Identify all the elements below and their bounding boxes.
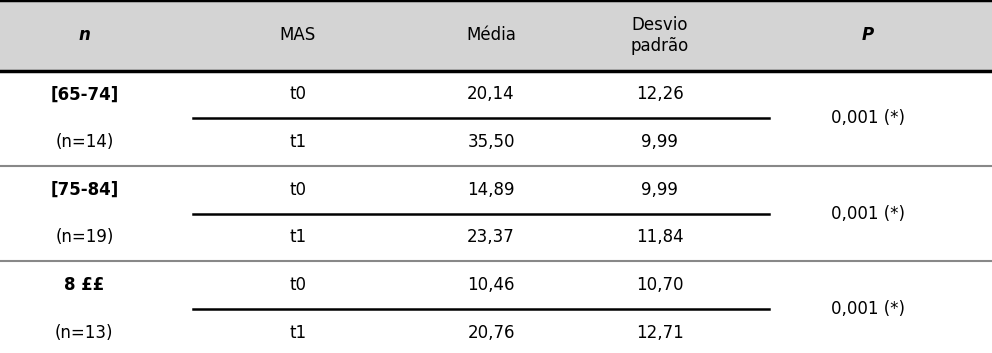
Text: 20,14: 20,14 [467, 85, 515, 103]
Text: 0,001 (*): 0,001 (*) [831, 300, 905, 318]
Text: 11,84: 11,84 [636, 228, 683, 246]
Text: 0,001 (*): 0,001 (*) [831, 109, 905, 127]
Text: n: n [78, 26, 90, 44]
Text: [75-84]: [75-84] [51, 181, 118, 199]
Bar [0, 0, 992, 71]
Text: 0,001 (*): 0,001 (*) [831, 205, 905, 222]
Text: 10,46: 10,46 [467, 276, 515, 294]
Text: 35,50: 35,50 [467, 133, 515, 151]
Text: 12,71: 12,71 [636, 324, 683, 342]
Bar [0, 261, 992, 353]
Text: Desvio
padrão: Desvio padrão [631, 16, 688, 55]
Text: (n=19): (n=19) [56, 228, 113, 246]
Text: t1: t1 [289, 228, 307, 246]
Text: 12,26: 12,26 [636, 85, 683, 103]
Text: 14,89: 14,89 [467, 181, 515, 199]
Text: 23,37: 23,37 [467, 228, 515, 246]
Text: (n=13): (n=13) [56, 324, 113, 342]
Text: t0: t0 [289, 181, 307, 199]
Text: t1: t1 [289, 324, 307, 342]
Bar [0, 166, 992, 261]
Text: 10,70: 10,70 [636, 276, 683, 294]
Text: 8 ££: 8 ££ [64, 276, 104, 294]
Bar [0, 71, 992, 166]
Text: 9,99: 9,99 [641, 181, 679, 199]
Text: P: P [862, 26, 874, 44]
Text: t1: t1 [289, 133, 307, 151]
Text: MAS: MAS [280, 26, 315, 44]
Text: (n=14): (n=14) [56, 133, 113, 151]
Text: [65-74]: [65-74] [51, 85, 118, 103]
Text: 20,76: 20,76 [467, 324, 515, 342]
Text: t0: t0 [289, 85, 307, 103]
Text: Média: Média [466, 26, 516, 44]
Text: 9,99: 9,99 [641, 133, 679, 151]
Text: t0: t0 [289, 276, 307, 294]
